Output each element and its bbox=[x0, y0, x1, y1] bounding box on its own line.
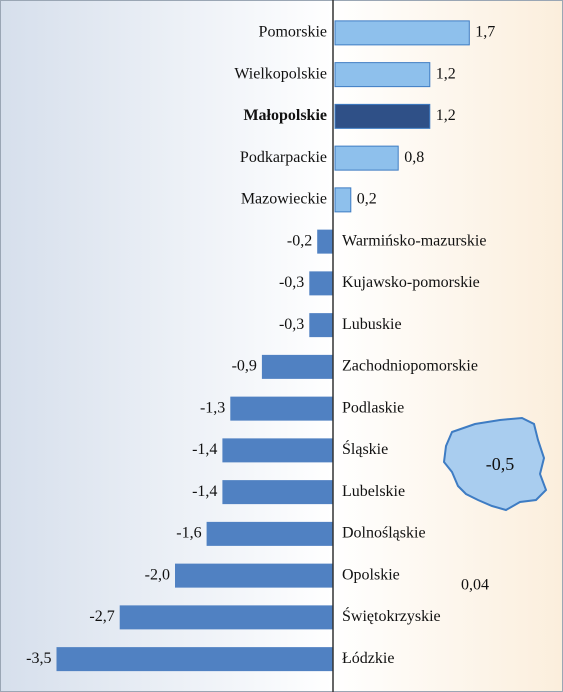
category-label: Wielkopolskie bbox=[234, 65, 327, 82]
poland-map bbox=[442, 416, 548, 512]
bar bbox=[334, 103, 431, 129]
category-label: Warmińsko-mazurskie bbox=[342, 232, 486, 249]
bar bbox=[119, 605, 333, 630]
value-label: -1,4 bbox=[192, 483, 217, 500]
value-label: -0,3 bbox=[279, 316, 304, 333]
bar bbox=[334, 62, 431, 88]
left-background bbox=[0, 0, 333, 692]
category-label: Opolskie bbox=[342, 566, 400, 583]
category-label: Łódzkie bbox=[342, 650, 394, 667]
category-label: Zachodniopomorskie bbox=[342, 358, 478, 375]
value-label: -0,3 bbox=[279, 274, 304, 291]
bar bbox=[230, 396, 333, 421]
value-label: 0,8 bbox=[404, 149, 424, 166]
category-label: Kujawsko-pomorskie bbox=[342, 274, 480, 291]
bar bbox=[175, 563, 333, 588]
category-label: Śląskie bbox=[342, 439, 388, 458]
bar bbox=[309, 271, 333, 296]
category-label: Dolnośląskie bbox=[342, 525, 426, 542]
bar bbox=[261, 354, 333, 379]
bar bbox=[334, 145, 399, 171]
value-label: -0,9 bbox=[232, 358, 257, 375]
value-label: -2,0 bbox=[145, 566, 170, 583]
category-label: Mazowieckie bbox=[241, 191, 327, 208]
bar bbox=[206, 521, 333, 546]
annotation: 0,04 bbox=[461, 577, 489, 594]
value-label: -1,6 bbox=[176, 525, 201, 542]
category-label: Świętokrzyskie bbox=[342, 606, 441, 625]
bar bbox=[222, 480, 333, 505]
value-label: -1,3 bbox=[200, 399, 225, 416]
category-label: Podkarpackie bbox=[240, 149, 327, 166]
bar bbox=[56, 647, 333, 672]
value-label: -3,5 bbox=[26, 650, 51, 667]
value-label: -0,2 bbox=[287, 232, 312, 249]
category-label: Lubuskie bbox=[342, 316, 402, 333]
value-label: 1,2 bbox=[436, 107, 456, 124]
bar bbox=[334, 20, 470, 46]
bar bbox=[309, 313, 333, 338]
bar bbox=[222, 438, 333, 463]
map-annotation: -0,5 bbox=[486, 454, 515, 474]
category-label: Pomorskie bbox=[259, 24, 327, 41]
right-background bbox=[333, 0, 563, 692]
bar bbox=[317, 229, 333, 254]
category-label: Małopolskie bbox=[243, 107, 327, 124]
bar bbox=[334, 187, 352, 213]
category-label: Lubelskie bbox=[342, 483, 405, 500]
value-label: 1,2 bbox=[436, 65, 456, 82]
value-label: 0,2 bbox=[357, 191, 377, 208]
value-label: -2,7 bbox=[89, 608, 114, 625]
value-label: 1,7 bbox=[475, 24, 495, 41]
value-label: -1,4 bbox=[192, 441, 217, 458]
category-label: Podlaskie bbox=[342, 399, 404, 416]
